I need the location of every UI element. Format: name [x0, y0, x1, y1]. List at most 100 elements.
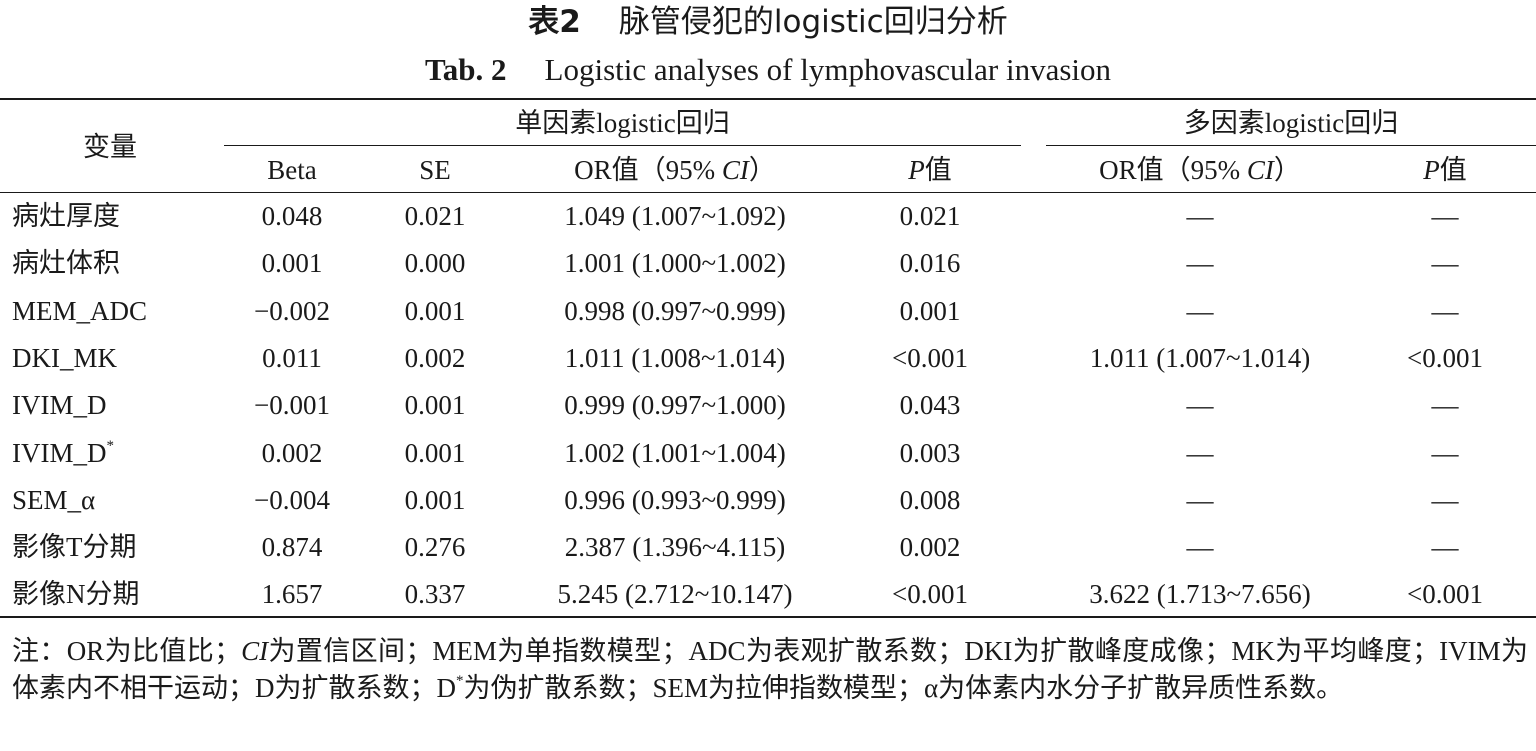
cell-or-text: 5.245 (2.712~10.147) [557, 579, 793, 610]
uni-group-rule [224, 145, 1021, 146]
cell-beta: 0.011 [232, 335, 352, 381]
cell-or-text: 2.387 (1.396~4.115) [564, 532, 786, 563]
header-or-suffix: ） [748, 155, 776, 185]
cell-p: 0.008 [860, 477, 1000, 523]
cell-se-text: 0.001 [404, 390, 466, 421]
cell-p: 0.016 [860, 240, 1000, 286]
cell-var: MEM_ADC [12, 288, 222, 334]
header-p-suffix: 值 [924, 155, 952, 185]
cell-beta: −0.001 [232, 382, 352, 428]
cell-var: 病灶体积 [12, 240, 222, 286]
cell-or: 1.002 (1.001~1.004) [495, 430, 855, 476]
cell-p-text: 0.016 [899, 248, 961, 279]
header-multi-p: P值 [1375, 147, 1515, 193]
header-or-prefix: OR值（95% [574, 155, 722, 185]
cell-or-text: 0.998 (0.997~0.999) [564, 295, 786, 326]
cell-se-text: 0.021 [404, 201, 466, 231]
header-rule [0, 192, 1536, 193]
cell-mor-text: — [1186, 201, 1214, 231]
header-multi-group: 多因素logistic回归 [1183, 108, 1399, 138]
note-ci: CI [241, 636, 269, 666]
cell-beta: −0.002 [232, 288, 352, 334]
cell-var-text: MEM_ADC [12, 295, 148, 326]
header-uni-group: 单因素logistic回归 [515, 108, 730, 138]
header-multi-or-prefix: OR值（95% [1099, 155, 1247, 185]
cell-mp: — [1375, 193, 1515, 239]
cell-se-text: 0.276 [404, 532, 466, 563]
cell-mor-text: 1.011 (1.007~1.014) [1089, 342, 1311, 373]
cell-se-text: 0.001 [404, 295, 466, 326]
header-p-letter: P [908, 155, 925, 185]
cell-se-text: 0.000 [404, 248, 466, 279]
cell-p-text: <0.001 [892, 342, 968, 373]
cell-mp-text: — [1431, 437, 1459, 468]
cell-se: 0.002 [375, 335, 495, 381]
cell-beta-text: −0.004 [254, 484, 330, 515]
cell-se-text: 0.002 [404, 342, 466, 373]
cell-beta-text: 1.657 [261, 579, 323, 610]
cell-mp-text: — [1431, 390, 1459, 421]
header-variable: 变量 [83, 132, 137, 162]
cell-or: 5.245 (2.712~10.147) [495, 571, 855, 617]
cell-se: 0.000 [375, 240, 495, 286]
cell-var-text: IVIM_D [12, 390, 107, 421]
cell-p-text: 0.021 [899, 201, 961, 231]
note-part-2: 为置信区间；MEM为单指数模型；ADC为表观扩散系数；DKI为扩散峰度成像；MK… [12, 636, 1528, 703]
cell-mp-text: — [1431, 484, 1459, 515]
cell-mp: <0.001 [1375, 571, 1515, 617]
multi-group-rule [1046, 145, 1536, 146]
cell-mor: — [1050, 524, 1350, 570]
cell-se-text: 0.001 [404, 484, 466, 515]
cell-mor-text: — [1186, 484, 1214, 515]
cell-p-text: 0.008 [899, 484, 961, 515]
table-title-en-text: Logistic analyses of lymphovascular inva… [544, 52, 1112, 87]
cell-p: 0.021 [860, 193, 1000, 239]
header-or-ci: CI [721, 155, 749, 185]
cell-p-text: 0.001 [899, 295, 961, 326]
bottom-rule [0, 616, 1536, 618]
cell-se-text: 0.001 [404, 437, 466, 468]
cell-mor: — [1050, 288, 1350, 334]
cell-var-text: 影像T分期 [12, 532, 137, 563]
note-sup: * [456, 673, 464, 689]
cell-p: <0.001 [860, 335, 1000, 381]
cell-or: 0.996 (0.993~0.999) [495, 477, 855, 523]
cell-var-text: 病灶厚度 [12, 201, 120, 231]
cell-mor-text: — [1186, 390, 1214, 421]
cell-se: 0.337 [375, 571, 495, 617]
cell-var: 病灶厚度 [12, 193, 222, 239]
cell-or-text: 1.002 (1.001~1.004) [564, 437, 786, 468]
cell-se: 0.001 [375, 477, 495, 523]
cell-mor-text: — [1186, 532, 1214, 563]
cell-beta: 0.048 [232, 193, 352, 239]
cell-p-text: 0.002 [899, 532, 961, 563]
header-beta: Beta [267, 155, 317, 185]
header-multi-or-suffix: ） [1273, 155, 1301, 185]
cell-p: 0.002 [860, 524, 1000, 570]
cell-se: 0.276 [375, 524, 495, 570]
cell-beta-text: 0.011 [262, 342, 322, 373]
cell-or: 0.999 (0.997~1.000) [495, 382, 855, 428]
cell-beta-text: −0.001 [254, 390, 330, 421]
cell-beta-text: −0.002 [254, 295, 330, 326]
header-multi-p-letter: P [1423, 155, 1440, 185]
cell-p: 0.001 [860, 288, 1000, 334]
cell-or: 1.001 (1.000~1.002) [495, 240, 855, 286]
cell-var: IVIM_D [12, 382, 222, 428]
cell-or: 1.011 (1.008~1.014) [495, 335, 855, 381]
cell-mor: 3.622 (1.713~7.656) [1050, 571, 1350, 617]
header-multi-or: OR值（95% CI） [1050, 147, 1350, 193]
cell-mor: 1.011 (1.007~1.014) [1050, 335, 1350, 381]
cell-var: IVIM_D* [12, 430, 222, 476]
cell-var: 影像T分期 [12, 524, 222, 570]
table-label-cn: 表2 [528, 4, 581, 40]
cell-beta-text: 0.001 [261, 248, 323, 279]
cell-or: 2.387 (1.396~4.115) [495, 524, 855, 570]
cell-var: SEM_α [12, 477, 222, 523]
cell-or: 0.998 (0.997~0.999) [495, 288, 855, 334]
cell-var-text: SEM_α [12, 484, 96, 515]
cell-beta-text: 0.874 [261, 532, 323, 563]
cell-mp-text: <0.001 [1407, 342, 1483, 373]
cell-mp-text: — [1431, 201, 1459, 231]
cell-mor-text: — [1186, 437, 1214, 468]
